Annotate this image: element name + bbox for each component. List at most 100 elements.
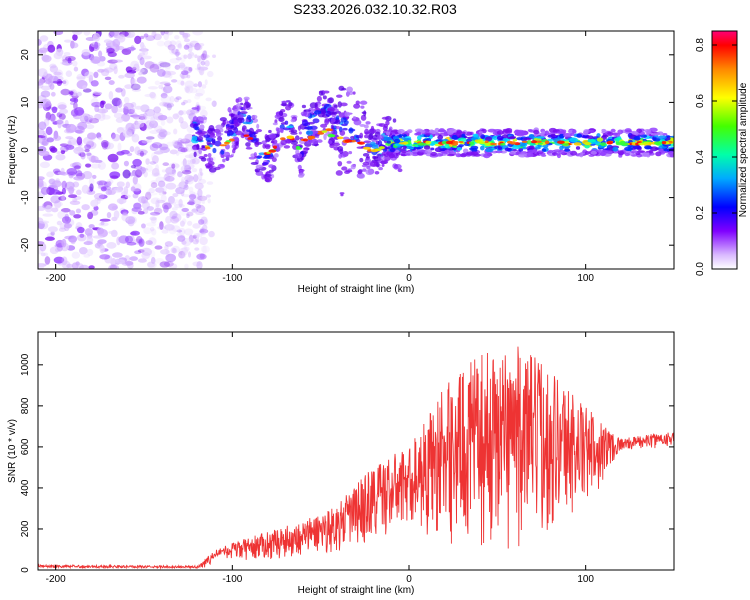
noise-blob: [124, 96, 130, 104]
noise-blob: [160, 92, 168, 99]
noise-blob: [170, 247, 177, 254]
noise-blob: [141, 251, 151, 260]
snr-ytick-label: 400: [20, 479, 31, 496]
noise-blob: [155, 199, 160, 208]
noise-blob: [73, 165, 81, 169]
noise-blob: [162, 191, 167, 195]
perturbation-blob: [246, 115, 252, 120]
noise-blob: [188, 198, 195, 205]
carrier-peak: [556, 140, 565, 144]
noise-blob: [92, 235, 104, 239]
noise-blob: [155, 176, 166, 183]
noise-blob: [145, 136, 155, 140]
noise-blob: [82, 171, 93, 180]
perturbation-blob: [215, 124, 224, 130]
noise-blob: [186, 99, 192, 104]
noise-blob: [106, 47, 115, 54]
noise-blob: [189, 109, 200, 114]
noise-blob: [153, 125, 163, 132]
noise-blob: [38, 150, 50, 157]
perturbation-blob: [345, 169, 353, 173]
perturbation-blob: [290, 129, 298, 134]
noise-blob: [138, 113, 147, 120]
noise-blob: [200, 60, 206, 66]
noise-blob: [169, 47, 177, 55]
noise-blob: [38, 176, 45, 181]
perturbation-blob: [328, 97, 334, 104]
noise-blob: [157, 114, 168, 121]
perturbation-blob: [301, 119, 309, 127]
noise-blob: [39, 35, 49, 42]
noise-blob: [188, 66, 193, 72]
noise-blob: [166, 103, 172, 111]
noise-blob: [86, 132, 97, 140]
noise-blob: [51, 180, 62, 188]
noise-blob: [175, 112, 183, 118]
carrier-peak: [661, 141, 667, 145]
noise-blob: [186, 74, 191, 79]
carrier-blob: [528, 133, 535, 139]
noise-blob: [141, 139, 150, 144]
noise-blob: [113, 187, 123, 193]
noise-blob: [197, 81, 203, 88]
noise-blob: [85, 120, 92, 125]
noise-blob: [131, 133, 140, 143]
noise-blob: [114, 259, 126, 264]
carrier-blob: [588, 129, 595, 133]
perturbation-blob: [303, 109, 312, 113]
carrier-peak: [500, 142, 506, 146]
noise-blob: [38, 205, 46, 212]
noise-blob: [125, 181, 131, 189]
noise-blob: [71, 60, 78, 67]
noise-blob: [165, 182, 177, 190]
noise-blob: [143, 33, 149, 38]
noise-blob: [211, 100, 217, 107]
figure-title: S233.2026.032.10.32.R03: [293, 1, 457, 17]
noise-blob: [47, 226, 58, 233]
noise-blob: [60, 143, 65, 148]
carrier-blob: [385, 146, 391, 149]
noise-blob: [149, 211, 161, 216]
noise-blob: [200, 53, 207, 61]
carrier-peak: [452, 140, 459, 144]
noise-blob: [171, 139, 178, 147]
spec-ytick-label: 0: [20, 147, 31, 153]
perturbation-blob: [337, 101, 342, 108]
carrier-blob: [446, 153, 455, 157]
noise-blob: [147, 261, 157, 269]
noise-blob: [198, 66, 209, 71]
carrier-blob: [418, 149, 425, 153]
noise-blob: [126, 46, 136, 51]
carrier-blob: [397, 129, 405, 134]
noise-blob: [181, 207, 189, 213]
perturbation-blob: [280, 139, 287, 146]
noise-blob: [44, 73, 53, 82]
noise-blob: [183, 38, 190, 43]
noise-blob: [188, 193, 197, 200]
noise-blob: [156, 115, 163, 122]
noise-blob: [186, 176, 194, 185]
noise-blob: [103, 39, 112, 44]
noise-blob: [202, 245, 207, 255]
noise-blob: [139, 166, 146, 174]
perturbation-blob: [264, 145, 271, 150]
noise-blob: [57, 210, 66, 219]
noise-blob: [90, 163, 102, 169]
carrier-peak: [638, 142, 646, 146]
noise-blob: [198, 67, 205, 76]
noise-blob: [101, 141, 108, 150]
noise-blob: [39, 242, 47, 252]
carrier-peak: [537, 142, 543, 145]
carrier-peak: [476, 140, 482, 144]
noise-blob: [85, 141, 97, 150]
carrier-blob: [540, 154, 547, 157]
perturbation-blob: [350, 164, 356, 170]
perturbation-blob: [232, 116, 240, 122]
snr-ytick-label: 1000: [20, 353, 31, 376]
noise-blob: [90, 155, 96, 163]
noise-blob: [163, 32, 169, 41]
noise-blob: [88, 265, 95, 269]
noise-blob: [160, 194, 167, 202]
noise-blob: [118, 74, 125, 79]
noise-blob: [155, 150, 162, 155]
